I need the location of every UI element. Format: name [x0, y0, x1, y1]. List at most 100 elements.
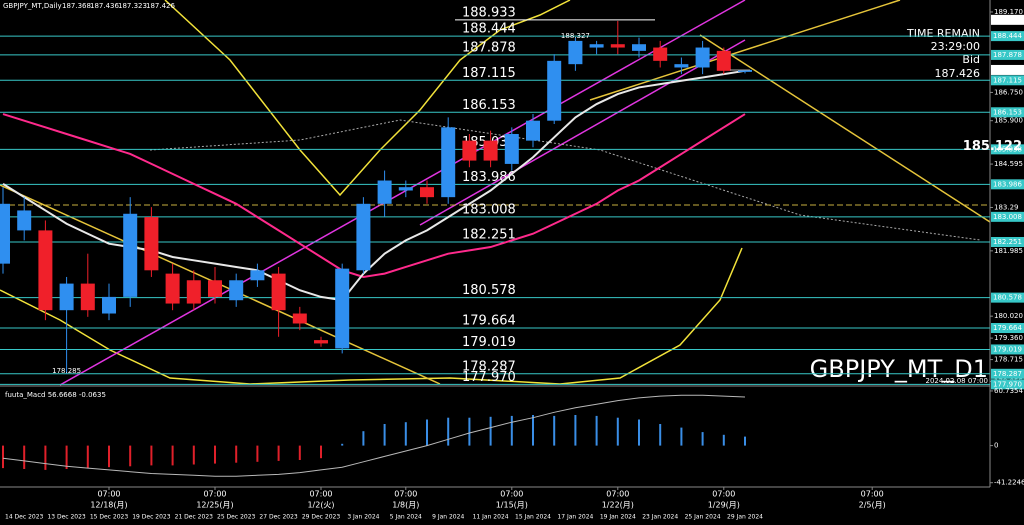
histogram-bar	[150, 445, 153, 466]
candle-body	[356, 203, 371, 271]
week-date: 1/22(月)	[602, 501, 634, 510]
x-tick-label: 27 Dec 2023	[259, 514, 298, 521]
trend-line	[699, 34, 991, 223]
y-tick-label: 183.29	[994, 203, 1019, 211]
candle-body	[547, 60, 562, 121]
week-time: 07:00	[97, 490, 120, 499]
week-date: 12/18(月)	[90, 501, 127, 510]
level-tag-label: 186.153	[993, 108, 1022, 116]
candle-body	[38, 230, 53, 311]
candle-body	[589, 44, 604, 48]
candle-body	[102, 296, 116, 314]
candle-body	[377, 180, 392, 204]
time-remain: 23:29:00	[931, 40, 980, 53]
y-tick-label: 180.020	[994, 312, 1023, 320]
level-label: 182.251	[462, 228, 516, 243]
header-value: 187.323	[118, 2, 147, 10]
x-tick-label: 5 Jan 2024	[390, 514, 422, 521]
candle-body	[335, 268, 350, 349]
x-tick-label: 15 Jan 2024	[515, 514, 551, 521]
x-tick-label: 15 Dec 2023	[90, 514, 129, 521]
level-tag	[991, 292, 1024, 303]
moving-average	[2, 113, 746, 278]
chart-title: GBPJPY_MT,Daily	[3, 2, 62, 10]
week-time: 07:00	[500, 490, 523, 499]
level-label: 179.664	[462, 314, 516, 329]
candle-body	[208, 280, 222, 297]
histogram-bar	[574, 415, 577, 446]
candle-body	[186, 280, 201, 304]
x-tick-label: 23 Jan 2024	[642, 514, 678, 521]
bid-label: Bid	[962, 53, 980, 66]
histogram-bar	[341, 443, 344, 446]
histogram-bar	[595, 415, 598, 446]
x-tick-label: 21 Dec 2023	[175, 514, 214, 521]
week-date: 2/5(月)	[859, 501, 886, 510]
candle-body	[271, 273, 286, 311]
histogram-bar	[383, 424, 386, 446]
level-tag-label: 180.578	[993, 294, 1022, 302]
x-tick-label: 25 Dec 2023	[217, 514, 256, 521]
candle-body	[292, 313, 307, 324]
candle-body	[0, 203, 10, 264]
level-label: 178.287	[462, 359, 516, 374]
y-tick-label: 0	[994, 442, 998, 450]
extreme-label: 188.327	[561, 32, 590, 40]
x-tick-label: 11 Jan 2024	[473, 514, 509, 521]
level-tag	[991, 31, 1024, 42]
bid: 187.426	[935, 67, 981, 80]
histogram-bar	[553, 415, 556, 446]
price-label: 185.122	[963, 139, 1022, 154]
week-date: 1/15(月)	[496, 501, 528, 510]
histogram-bar	[320, 445, 322, 459]
histogram-bar	[616, 417, 619, 446]
y-tick-label: 189.170	[994, 8, 1023, 16]
band-lower	[0, 247, 743, 385]
level-tag	[991, 368, 1024, 379]
band-upper	[164, 0, 571, 197]
level-tag	[991, 49, 1024, 60]
level-tag	[991, 379, 1024, 390]
week-date: 1/8(月)	[392, 501, 419, 510]
week-date: 1/29(月)	[708, 501, 740, 510]
x-tick-label: 3 Jan 2024	[347, 514, 379, 521]
level-tag-label: 188.444	[993, 32, 1022, 40]
histogram-bar	[214, 445, 216, 464]
level-label: 187.878	[462, 40, 516, 55]
x-tick-label: 17 Jan 2024	[557, 514, 593, 521]
histogram-bar	[277, 445, 280, 461]
level-tag	[991, 211, 1024, 222]
histogram-bar	[256, 445, 259, 462]
week-time: 07:00	[712, 490, 735, 499]
y-tick-label: 178.715	[994, 356, 1023, 364]
candle-body	[144, 217, 159, 271]
histogram-bar	[362, 431, 365, 446]
level-label: 188.444	[462, 22, 516, 37]
level-tag	[991, 179, 1024, 190]
week-time: 07:00	[861, 490, 884, 499]
candle-body	[314, 340, 328, 344]
x-tick-label: 9 Jan 2024	[432, 514, 464, 521]
y-tick-label: 179.360	[994, 334, 1023, 342]
histogram-bar	[44, 445, 47, 470]
level-label: 183.008	[462, 202, 516, 217]
candle-body	[526, 120, 540, 141]
candle-body	[80, 283, 95, 311]
candle-body	[716, 50, 731, 71]
candle-body	[653, 47, 668, 61]
candle-body	[441, 127, 456, 198]
extreme-label: 178.285	[52, 367, 81, 375]
histogram-bar	[192, 445, 195, 465]
level-tag	[991, 107, 1024, 118]
channel-line	[419, 39, 746, 226]
candle-body	[632, 44, 646, 51]
x-tick-label: 29 Jan 2024	[727, 514, 763, 521]
candle-body	[59, 283, 74, 311]
header-value: 187.368	[62, 2, 91, 10]
histogram-bar	[680, 427, 683, 446]
channel-line	[59, 0, 746, 386]
week-date: 12/25(月)	[196, 501, 233, 510]
week-time: 07:00	[309, 490, 332, 499]
level-label: 186.153	[462, 98, 516, 113]
trend-line	[589, 0, 901, 101]
